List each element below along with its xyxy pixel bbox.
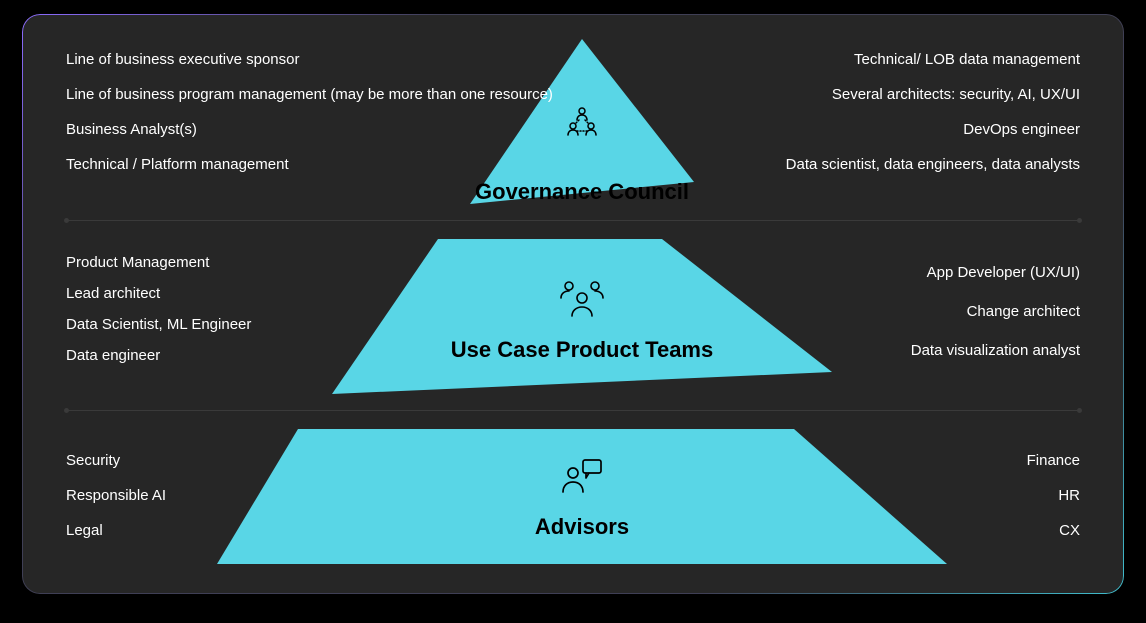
list-item: Finance	[1027, 452, 1080, 469]
col-top-left: Line of business executive sponsor Line …	[66, 51, 553, 173]
col-top-right: Technical/ LOB data management Several a…	[786, 51, 1080, 173]
list-item: Business Analyst(s)	[66, 121, 197, 138]
list-item: Security	[66, 452, 120, 469]
layer-label-top: Governance Council	[475, 179, 689, 205]
layer-label-mid: Use Case Product Teams	[451, 337, 713, 363]
diagram-card: Governance Council Use Case Product Team…	[22, 14, 1124, 594]
person-chat-icon	[559, 456, 605, 501]
list-item: Several architects: security, AI, UX/UI	[832, 86, 1080, 103]
text-layer: Governance Council Use Case Product Team…	[22, 14, 1124, 594]
list-item: Data Scientist, ML Engineer	[66, 316, 251, 333]
list-item: Line of business executive sponsor	[66, 51, 299, 68]
layer-label-bot: Advisors	[535, 514, 629, 540]
list-item: HR	[1058, 487, 1080, 504]
col-bot-left: Security Responsible AI Legal	[66, 452, 166, 539]
list-item: Technical / Platform management	[66, 156, 289, 173]
list-item: Data visualization analyst	[911, 342, 1080, 359]
list-item: Product Management	[66, 254, 209, 271]
list-item: Data engineer	[66, 347, 160, 364]
list-item: Legal	[66, 522, 103, 539]
col-bot-right: Finance HR CX	[1027, 452, 1080, 539]
list-item: Change architect	[967, 303, 1080, 320]
list-item: CX	[1059, 522, 1080, 539]
list-item: Lead architect	[66, 285, 160, 302]
divider-2	[66, 410, 1080, 411]
list-item: Data scientist, data engineers, data ana…	[786, 156, 1080, 173]
list-item: Line of business program management (may…	[66, 86, 553, 103]
list-item: Responsible AI	[66, 487, 166, 504]
col-mid-left: Product Management Lead architect Data S…	[66, 254, 251, 364]
list-item: Technical/ LOB data management	[854, 51, 1080, 68]
divider-1	[66, 220, 1080, 221]
people-medium-icon	[557, 278, 607, 325]
col-mid-right: App Developer (UX/UI) Change architect D…	[911, 264, 1080, 359]
list-item: DevOps engineer	[963, 121, 1080, 138]
people-small-icon	[564, 104, 600, 145]
list-item: App Developer (UX/UI)	[927, 264, 1080, 281]
